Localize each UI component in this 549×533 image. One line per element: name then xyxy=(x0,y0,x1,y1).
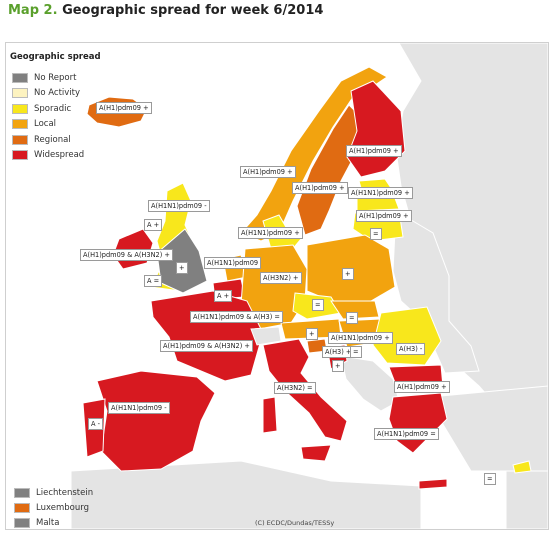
map-label-spain: A(H1N1)pdm09 - xyxy=(108,402,170,414)
greece xyxy=(388,392,448,454)
map-title: Map 2. Geographic spread for week 6/2014 xyxy=(8,3,323,18)
small-country-item: Liechtenstein xyxy=(14,485,93,500)
small-country-swatch xyxy=(14,487,30,498)
map-label-poland: + xyxy=(342,268,354,280)
small-countries-legend: Liechtenstein Luxembourg Malta xyxy=(14,485,93,530)
switzerland xyxy=(250,326,282,346)
eastern-europe-area xyxy=(392,210,480,374)
map-label-bulgaria: A(H1)pdm09 + xyxy=(394,381,450,393)
map-label-france-south: A(H1)pdm09 & A(H3N2) + xyxy=(160,340,253,352)
map-credit: (C) ECDC/Dundas/TESSy xyxy=(255,519,335,527)
map-label-estonia: A(H1N1)pdm09 + xyxy=(348,187,413,199)
small-country-item: Malta xyxy=(14,515,93,530)
map-label-uk-small: A + xyxy=(144,219,163,231)
map-number: Map 2. xyxy=(8,3,58,18)
map-label-lithuania: = xyxy=(370,228,382,240)
slovakia xyxy=(330,300,380,320)
legend-item: No Activity xyxy=(12,86,84,102)
map-label-slovakia: = xyxy=(346,312,358,324)
europe-map xyxy=(70,43,548,529)
legend-swatch xyxy=(12,134,28,145)
cyprus xyxy=(512,460,532,474)
map-label-hungary: A(H1N1)pdm09 + xyxy=(328,332,393,344)
map-label-cyprus: = xyxy=(484,473,496,485)
france xyxy=(150,290,264,382)
legend-swatch xyxy=(12,72,28,83)
map-label-latvia: A(H1)pdm09 + xyxy=(356,210,412,222)
legend-label: No Activity xyxy=(34,88,81,99)
legend: No Report No Activity Sporadic Local Reg… xyxy=(12,70,84,163)
crete xyxy=(418,478,448,490)
sardinia xyxy=(262,396,278,434)
small-country-label: Luxembourg xyxy=(36,502,89,513)
legend-swatch xyxy=(12,103,28,114)
legend-item: Widespread xyxy=(12,148,84,164)
map-frame xyxy=(5,42,549,530)
map-label-iceland: A(H1)pdm09 + xyxy=(96,102,152,114)
legend-label: Sporadic xyxy=(34,103,72,114)
small-country-swatch xyxy=(14,517,30,528)
map-label-croatia: = xyxy=(350,346,362,358)
sicily xyxy=(300,444,332,462)
map-label-finland: A(H1)pdm09 + xyxy=(346,145,402,157)
legend-label: Widespread xyxy=(34,150,85,161)
legend-item: Sporadic xyxy=(12,101,84,117)
legend-title: Geographic spread xyxy=(10,52,101,62)
legend-swatch xyxy=(12,119,28,130)
map-label-uk-north: A(H1N1)pdm09 - xyxy=(148,200,210,212)
legend-label: No Report xyxy=(34,72,77,83)
map-label-norway: A(H1)pdm09 + xyxy=(240,166,296,178)
map-title-text: Geographic spread for week 6/2014 xyxy=(62,3,324,18)
map-label-uk-plus: + xyxy=(176,262,188,274)
map-label-uk-south: A = xyxy=(144,275,163,287)
map-label-belgium: A + xyxy=(214,290,233,302)
small-country-swatch xyxy=(14,502,30,513)
map-label-ireland: A(H1)pdm09 & A(H3N2) + xyxy=(80,249,173,261)
balkans-non-eu xyxy=(340,355,400,412)
small-country-label: Malta xyxy=(36,517,60,528)
map-label-italy: A(H3N2) = xyxy=(274,382,316,394)
legend-item: No Report xyxy=(12,70,84,86)
legend-swatch xyxy=(12,150,28,161)
map-label-austria: + xyxy=(306,328,318,340)
map-label-germany: A(H3N2) + xyxy=(260,272,302,284)
map-label-bosnia: + xyxy=(332,360,344,372)
map-label-greece: A(H1N1)pdm09 = xyxy=(374,428,439,440)
legend-item: Local xyxy=(12,117,84,133)
legend-label: Regional xyxy=(34,134,71,145)
small-country-label: Liechtenstein xyxy=(36,487,94,498)
map-label-sweden: A(H1)pdm09 + xyxy=(292,182,348,194)
map-label-czech: = xyxy=(312,299,324,311)
map-label-romania: A(H3) - xyxy=(396,343,426,355)
legend-item: Regional xyxy=(12,132,84,148)
legend-label: Local xyxy=(34,119,57,130)
map-label-denmark: A(H1N1)pdm09 + xyxy=(238,227,303,239)
small-country-item: Luxembourg xyxy=(14,500,93,515)
turkey-area xyxy=(440,385,548,472)
spain xyxy=(96,370,216,472)
map-label-portugal: A - xyxy=(88,418,103,430)
map-label-france: A(H1N1)pdm09 & A(H3) = xyxy=(190,311,283,323)
map-label-netherlands: A(H1N1)pdm09 xyxy=(204,257,262,269)
legend-swatch xyxy=(12,88,28,99)
